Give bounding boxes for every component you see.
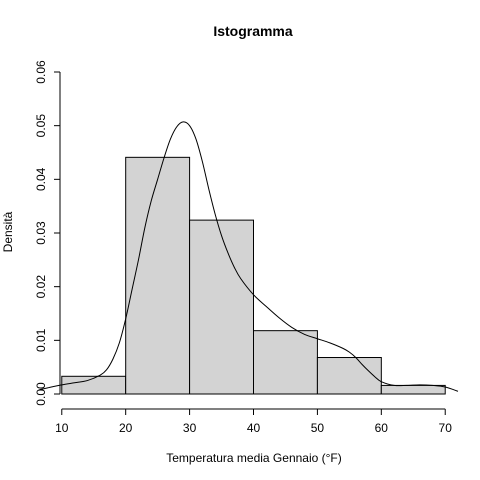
x-tick-label: 70	[439, 421, 453, 435]
x-tick-label: 30	[183, 421, 197, 435]
histogram-bar-60-70	[381, 385, 445, 394]
y-tick-label: 0.03	[34, 221, 48, 245]
histogram-bar-30-40	[190, 220, 254, 394]
histogram-bar-10-20	[62, 376, 126, 394]
y-tick-label: 0.00	[34, 382, 48, 406]
chart-title: Istogramma	[213, 23, 293, 39]
x-tick-label: 60	[375, 421, 389, 435]
x-tick-label: 10	[55, 421, 69, 435]
histogram-bar-40-50	[254, 331, 318, 394]
y-tick-label: 0.02	[34, 275, 48, 299]
x-tick-label: 20	[119, 421, 133, 435]
y-tick-label: 0.04	[34, 167, 48, 191]
x-tick-label: 40	[247, 421, 261, 435]
x-axis-label: Temperatura media Gennaio (°F)	[166, 451, 342, 465]
y-tick-label: 0.01	[34, 328, 48, 352]
histogram-bar-50-60	[317, 358, 381, 394]
x-tick-label: 50	[311, 421, 325, 435]
y-tick-label: 0.05	[34, 114, 48, 138]
y-axis-label: Densità	[1, 211, 15, 252]
y-tick-label: 0.06	[34, 60, 48, 84]
